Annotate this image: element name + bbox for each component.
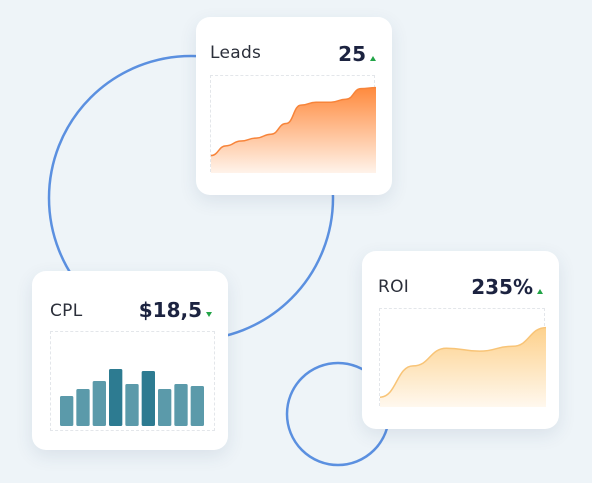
trend-up-icon [537, 289, 543, 294]
roi-line [380, 326, 546, 398]
leads-area-chart [211, 86, 376, 173]
cpl-chart [50, 331, 215, 431]
roi-chart [379, 308, 546, 407]
cpl-title: CPL [50, 301, 83, 321]
cpl-bar-chart [60, 369, 204, 426]
leads-title: Leads [210, 43, 262, 63]
trend-up-icon [370, 56, 376, 61]
cpl-card[interactable]: CPL $18,5 [32, 271, 228, 450]
leads-value: 25 [338, 42, 366, 66]
cpl-bar-2 [92, 381, 106, 426]
trend-down-icon [206, 312, 212, 317]
cpl-value: $18,5 [138, 298, 202, 322]
cpl-bar-7 [174, 384, 188, 426]
roi-area-chart [380, 326, 546, 407]
cpl-bar-4 [125, 384, 139, 426]
cpl-bar-1 [76, 389, 90, 426]
leads-chart [210, 75, 376, 173]
roi-area-fill [380, 327, 546, 407]
leads-card[interactable]: Leads 25 [196, 17, 392, 195]
roi-card[interactable]: ROI 235% [362, 251, 559, 429]
roi-title: ROI [378, 277, 410, 297]
roi-value: 235% [471, 275, 533, 299]
cpl-bar-3 [109, 369, 123, 426]
cpl-bar-8 [190, 386, 204, 426]
cpl-bar-6 [158, 389, 172, 426]
leads-area-fill [211, 87, 376, 173]
cpl-bar-5 [141, 371, 155, 426]
cpl-bar-0 [60, 396, 74, 426]
leads-line [211, 86, 376, 157]
